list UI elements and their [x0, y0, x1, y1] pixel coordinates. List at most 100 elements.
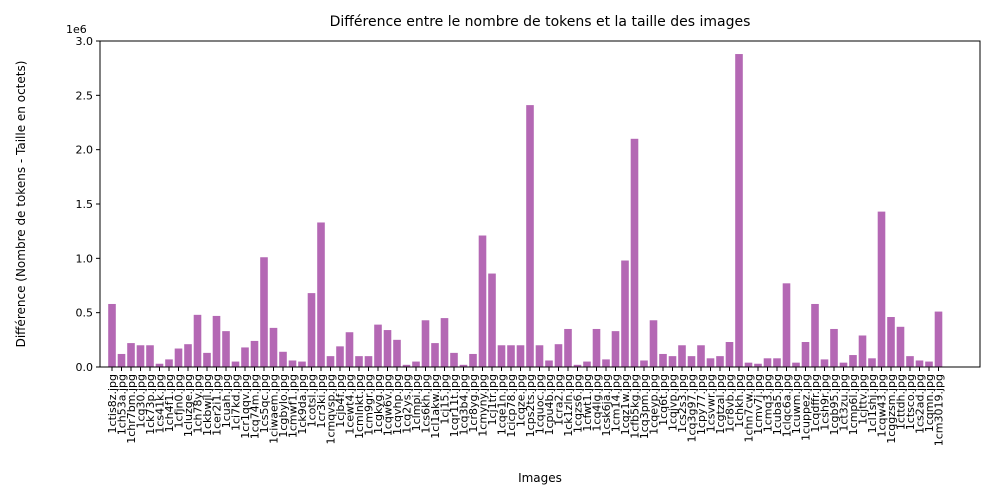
- bar: [915, 360, 924, 367]
- x-tick-label: 1cqze.jpg: [515, 374, 528, 427]
- bar: [583, 361, 591, 367]
- x-tick-label: 1cqeyp.jpg: [648, 374, 661, 435]
- x-tick-label: 1cr8yg.jpg: [467, 374, 480, 433]
- x-tick-label: 1cjttv.jpg: [857, 374, 870, 425]
- bar: [412, 361, 420, 367]
- x-tick-label: 1cm9gr.jpg: [363, 374, 376, 436]
- x-tick-label: 1cl1shj.jpg: [866, 374, 879, 433]
- bar: [611, 331, 620, 367]
- x-tick-label: 1cs5qc.jpg: [258, 374, 271, 433]
- x-tick-label: 1cotsl.jpg: [306, 374, 319, 427]
- bar: [241, 347, 249, 367]
- bar: [839, 362, 848, 367]
- bar: [250, 340, 259, 367]
- x-tick-label: 1csh9r.jpg: [819, 374, 832, 431]
- bar: [507, 345, 515, 367]
- bar: [108, 303, 116, 367]
- bar: [374, 324, 382, 367]
- x-tick-label: 1cq3pm.jpg: [638, 374, 651, 439]
- y-offset-label: 1e6: [66, 23, 87, 36]
- x-tick-label: 1ck1zln.jpg: [562, 374, 575, 437]
- bar: [431, 343, 439, 367]
- x-tick-label: 1ck73p.jpg: [144, 374, 157, 435]
- x-tick-label: 1cps2ts.jpg: [524, 374, 537, 437]
- x-tick-label: 1cj15.jpg: [439, 374, 452, 425]
- x-tick-label: 1chkh.jpg: [733, 374, 746, 428]
- bar: [345, 332, 354, 367]
- x-tick-label: 1cqmn.jpg: [923, 374, 936, 432]
- x-tick-label: 1cqjvp.jpg: [667, 374, 680, 431]
- x-tick-label: 1cj1tr.jpg: [486, 374, 499, 425]
- bar: [896, 326, 905, 367]
- x-tick-label: 1ch53a.jpg: [116, 374, 129, 435]
- x-tick-label: 1cs2s3.jpg: [676, 374, 689, 433]
- bar: [117, 353, 126, 367]
- x-tick-label: 1cuwm.jpg: [790, 374, 803, 434]
- x-tick-label: 1cm14.jpg: [610, 374, 623, 432]
- bar: [526, 105, 534, 367]
- x-tick-label: 1cfjn0.jpg: [173, 374, 186, 428]
- bar: [155, 363, 164, 367]
- x-tick-label: 1cpy77.jpg: [695, 374, 708, 435]
- bar: [478, 235, 487, 367]
- bar: [706, 358, 715, 367]
- x-tick-label: 1cfb5kg.jpg: [629, 374, 642, 439]
- bar: [383, 330, 392, 367]
- bar: [763, 358, 772, 367]
- bar: [497, 345, 506, 367]
- bar: [193, 314, 202, 367]
- bar: [716, 356, 724, 367]
- plot-frame: [99, 40, 981, 368]
- bar: [440, 318, 449, 367]
- y-tick-label: 0.0: [76, 361, 94, 374]
- x-tick-label: 1cuppez.jpg: [800, 374, 813, 441]
- bar: [364, 356, 373, 367]
- x-tick-label: 1clqc6a.jpg: [781, 374, 794, 437]
- x-tick-label: 1cmyny.jpg: [477, 374, 490, 437]
- bar: [925, 361, 933, 367]
- bar: [744, 362, 753, 367]
- x-tick-label: 1cqz1w.jpg: [619, 374, 632, 435]
- x-tick-label: 1cq3b4.jpg: [458, 374, 471, 436]
- y-tick-label: 2.5: [76, 89, 94, 102]
- bar: [602, 359, 610, 367]
- x-tick-label: 1ckbwjl.jpg: [201, 374, 214, 436]
- bar: [203, 352, 211, 367]
- x-tick-label: 1cqdffr.jpg: [809, 374, 822, 433]
- bar: [469, 353, 477, 367]
- bar: [146, 345, 154, 367]
- bar: [630, 138, 639, 367]
- bar: [573, 364, 582, 367]
- x-tick-label: 1cpu4b.jpg: [543, 374, 556, 436]
- x-tick-label: 1cgb95.jpg: [828, 374, 841, 436]
- bar: [459, 364, 468, 367]
- x-tick-label: 1cr1qqv.jpg: [239, 374, 252, 439]
- x-tick-label: 1cuba5.jpg: [771, 374, 784, 435]
- x-tick-label: 1cuah.jpg: [220, 374, 233, 428]
- y-tick-label: 1.5: [76, 198, 94, 211]
- bar: [830, 328, 838, 367]
- bar: [269, 327, 278, 367]
- x-tick-label: 1cq2ys.jpg: [401, 374, 414, 434]
- bar: [336, 346, 344, 367]
- bar: [421, 320, 430, 367]
- x-tick-label: 1ck9da.jpg: [296, 374, 309, 435]
- y-tick-label: 0.5: [76, 307, 94, 320]
- bar: [564, 328, 572, 367]
- x-tick-label: 1cquoc.jpg: [534, 374, 547, 434]
- x-tick-label: 1cqe1n.jpg: [496, 374, 509, 435]
- x-tick-label: 1csk6ja.jpg: [600, 374, 613, 436]
- x-tick-label: 1cqw43.jpg: [876, 374, 889, 438]
- bar: [678, 345, 686, 367]
- bar: [545, 360, 553, 367]
- bar: [849, 355, 857, 367]
- bar: [934, 311, 943, 367]
- x-tick-label: 1cfwt1.jpg: [581, 374, 594, 432]
- x-tick-label: 1csvwr.jpg: [705, 374, 718, 432]
- bar: [402, 364, 411, 367]
- x-tick-label: 1cs2ad.jpg: [914, 374, 927, 434]
- bar: [668, 356, 677, 367]
- bar: [355, 356, 363, 367]
